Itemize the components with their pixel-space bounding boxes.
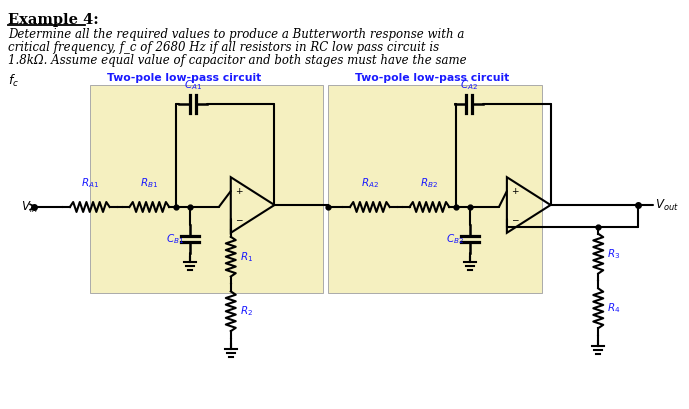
Text: critical frequency, f_c of 2680 Hz if all resistors in RC low pass circuit is: critical frequency, f_c of 2680 Hz if al… [8,41,440,54]
Text: $C_{B2}$: $C_{B2}$ [446,232,464,246]
Text: $C_{A1}$: $C_{A1}$ [184,78,202,92]
Bar [90,85,323,293]
Text: Two-pole low-pass circuit: Two-pole low-pass circuit [355,73,509,83]
Text: $V_{out}$: $V_{out}$ [655,198,679,213]
Text: $R_2$: $R_2$ [240,304,253,318]
Text: $R_4$: $R_4$ [607,301,621,315]
Text: Example 4:: Example 4: [8,13,99,27]
Text: Determine all the required values to produce a Butterworth response with a: Determine all the required values to pro… [8,28,464,41]
Text: 1.8kΩ. Assume equal value of capacitor and both stages must have the same: 1.8kΩ. Assume equal value of capacitor a… [8,54,467,67]
Text: $-$: $-$ [235,214,243,223]
Text: $-$: $-$ [511,214,520,223]
Text: $V_{in}$: $V_{in}$ [21,200,38,215]
Text: $R_1$: $R_1$ [240,250,253,263]
Text: $C_{B1}$: $C_{B1}$ [166,232,184,246]
Text: Two-pole low-pass circuit: Two-pole low-pass circuit [107,73,261,83]
Text: $R_{B2}$: $R_{B2}$ [420,176,438,190]
Bar [328,85,542,293]
Text: $f_c$: $f_c$ [8,73,19,89]
Text: $C_{A2}$: $C_{A2}$ [460,78,478,92]
Text: $R_3$: $R_3$ [607,247,621,261]
Text: $R_{B1}$: $R_{B1}$ [141,176,158,190]
Text: $R_{A1}$: $R_{A1}$ [81,176,99,190]
Text: +: + [511,187,518,196]
Text: +: + [235,187,243,196]
Text: $R_{A2}$: $R_{A2}$ [361,176,379,190]
